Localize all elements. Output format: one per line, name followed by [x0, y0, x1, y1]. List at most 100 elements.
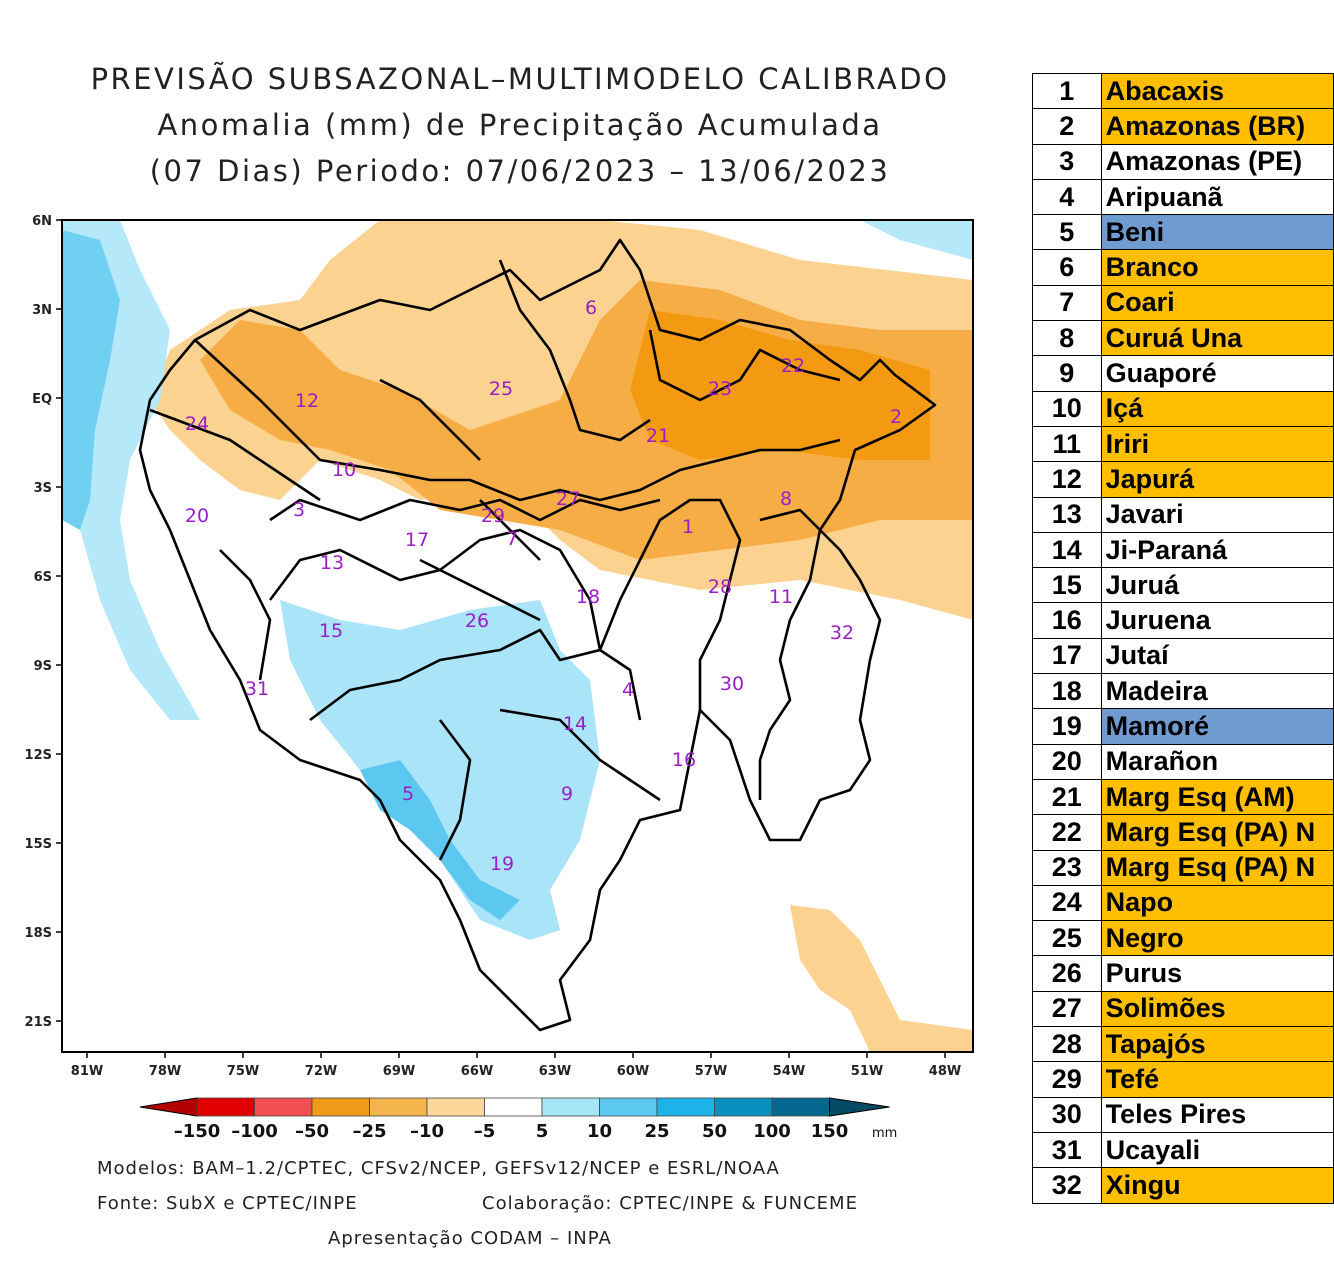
basin-boundary-inner-12	[379, 378, 481, 461]
legend-number: 1	[1032, 72, 1102, 110]
legend-number: 6	[1032, 249, 1102, 286]
colorbar-arrow-low	[139, 1097, 198, 1117]
anomaly-area-north-blue	[860, 220, 973, 260]
basin-label-13: 13	[320, 552, 344, 574]
basin-boundary-inner-11	[648, 329, 841, 402]
legend-row: 32 Xingu	[1032, 1167, 1334, 1204]
basin-label-9: 9	[561, 783, 573, 805]
legend-basin-name: Tapajós	[1100, 1026, 1334, 1063]
basin-label-8: 8	[780, 488, 792, 510]
basin-boundary-inner-8	[758, 508, 822, 800]
legend-number: 20	[1032, 743, 1102, 780]
credit-models: Modelos: BAM–1.2/CPTEC, CFSv2/NCEP, GEFS…	[97, 1158, 780, 1179]
latitude-label: 18S	[25, 926, 52, 941]
anomaly-shading	[62, 220, 973, 1052]
legend-row: 5 Beni	[1032, 214, 1334, 251]
basin-label-16: 16	[672, 749, 696, 771]
legend-row: 22 Marg Esq (PA) N	[1032, 814, 1334, 851]
longitude-label: 75W	[227, 1064, 259, 1079]
basin-boundary-inner-14	[419, 558, 541, 622]
colorbar-tick: –5	[474, 1121, 496, 1142]
legend-basin-name: Curuá Una	[1100, 320, 1334, 357]
basin-legend-table: 1 Abacaxis 2 Amazonas (BR) 3 Amazonas (PE) 4 Ar…	[1032, 72, 1334, 1204]
legend-basin-name: Teles Pires	[1100, 1096, 1334, 1133]
basin-boundary-inner-9	[438, 719, 472, 861]
colorbar-swatches	[139, 1097, 890, 1117]
basin-label-18: 18	[576, 586, 600, 608]
legend-row: 4 Aripuanã	[1032, 178, 1334, 216]
longitude-label: 66W	[461, 1064, 493, 1079]
colorbar-swatch	[541, 1097, 600, 1117]
legend-basin-name: Iriri	[1100, 425, 1334, 463]
legend-number: 16	[1032, 602, 1102, 639]
longitude-label: 63W	[539, 1064, 571, 1079]
basin-label-26: 26	[465, 610, 489, 632]
legend-number: 18	[1032, 673, 1102, 710]
latitude-label: 21S	[25, 1015, 52, 1030]
colorbar-swatch	[426, 1097, 485, 1117]
legend-number: 22	[1032, 814, 1102, 851]
basin-boundary-inner-7	[598, 498, 742, 710]
colorbar-swatch	[656, 1097, 715, 1117]
basin-label-24: 24	[185, 413, 209, 435]
longitude-label: 51W	[851, 1064, 883, 1079]
legend-basin-name: Napo	[1100, 884, 1334, 922]
latitude-label: 9S	[34, 659, 52, 674]
legend-row: 1 Abacaxis	[1032, 72, 1334, 110]
legend-basin-name: Beni	[1100, 214, 1334, 251]
longitude-label: 54W	[773, 1064, 805, 1079]
legend-basin-name: Branco	[1100, 249, 1334, 286]
basin-label-19: 19	[490, 853, 514, 875]
colorbar-swatch	[714, 1097, 773, 1117]
legend-basin-name: Japurá	[1100, 461, 1334, 498]
longitude-label: 57W	[695, 1064, 727, 1079]
colorbar-tick: 150	[811, 1121, 849, 1142]
basin-label-14: 14	[563, 713, 587, 735]
basin-boundary-inner-13	[219, 549, 272, 681]
legend-basin-name: Javari	[1100, 496, 1334, 533]
longitude-axis: 81W 78W 75W 72W 69W 66W 63W 60W 57W 54W 51W 48W	[71, 1052, 961, 1079]
legend-row: 9 Guaporé	[1032, 355, 1334, 392]
latitude-label: 12S	[25, 748, 52, 763]
basin-boundary-inner-5	[309, 628, 642, 722]
basin-boundary-inner-10	[498, 259, 651, 442]
anomaly-area-central-blue	[280, 600, 600, 940]
longitude-label: 72W	[305, 1064, 337, 1079]
colorbar-tick: 10	[587, 1121, 612, 1142]
basin-label-25: 25	[489, 378, 513, 400]
title-line-1: PREVISÃO SUBSAZONAL–MULTIMODELO CALIBRAD…	[90, 62, 950, 96]
legend-row: 16 Juruena	[1032, 602, 1334, 639]
colorbar-tick: –150	[174, 1121, 221, 1142]
legend-number: 4	[1032, 178, 1102, 216]
legend-number: 17	[1032, 637, 1102, 675]
legend-basin-name: Marg Esq (PA) N	[1100, 849, 1334, 886]
legend-row: 14 Ji-Paraná	[1032, 531, 1334, 569]
legend-basin-name: Solimões	[1100, 990, 1334, 1028]
legend-basin-name: Tefé	[1100, 1061, 1334, 1098]
legend-number: 8	[1032, 320, 1102, 357]
basin-boundary-inner-6	[499, 708, 661, 802]
basin-label-30: 30	[720, 673, 744, 695]
longitude-label: 60W	[617, 1064, 649, 1079]
legend-number: 32	[1032, 1167, 1102, 1204]
map-frame	[61, 219, 974, 1053]
legend-row: 10 Içá	[1032, 390, 1334, 427]
legend-basin-name: Marg Esq (PA) N	[1100, 814, 1334, 851]
colorbar-swatch	[311, 1097, 370, 1117]
legend-row: 30 Teles Pires	[1032, 1096, 1334, 1133]
colorbar-tick: –10	[410, 1121, 444, 1142]
legend-basin-name: Xingu	[1100, 1167, 1334, 1204]
legend-row: 15 Juruá	[1032, 567, 1334, 604]
legend-number: 13	[1032, 496, 1102, 533]
legend-number: 31	[1032, 1131, 1102, 1169]
basin-label-15: 15	[319, 620, 343, 642]
anomaly-area-southeast	[790, 905, 973, 1052]
legend-row: 29 Tefé	[1032, 1061, 1334, 1098]
basin-label-5: 5	[402, 783, 414, 805]
legend-basin-name: Içá	[1100, 390, 1334, 427]
longitude-label: 69W	[383, 1064, 415, 1079]
legend-row: 26 Purus	[1032, 955, 1334, 992]
colorbar-unit: mm	[872, 1126, 897, 1141]
colorbar-tick: 25	[644, 1121, 669, 1142]
basin-label-7: 7	[506, 528, 518, 550]
